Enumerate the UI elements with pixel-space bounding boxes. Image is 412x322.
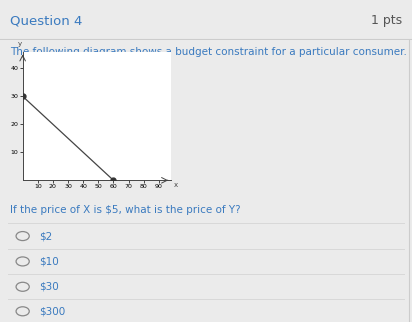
- Text: Question 4: Question 4: [10, 14, 83, 27]
- Text: If the price of X is $5, what is the price of Y?: If the price of X is $5, what is the pri…: [10, 205, 241, 215]
- Text: x: x: [174, 182, 178, 187]
- Text: y: y: [18, 41, 22, 47]
- Text: $2: $2: [39, 231, 52, 241]
- Text: $300: $300: [39, 306, 66, 316]
- Text: The following diagram shows a budget constraint for a particular consumer.: The following diagram shows a budget con…: [10, 47, 407, 57]
- Text: $30: $30: [39, 282, 59, 292]
- Text: 1 pts: 1 pts: [370, 14, 402, 27]
- Text: $10: $10: [39, 256, 59, 266]
